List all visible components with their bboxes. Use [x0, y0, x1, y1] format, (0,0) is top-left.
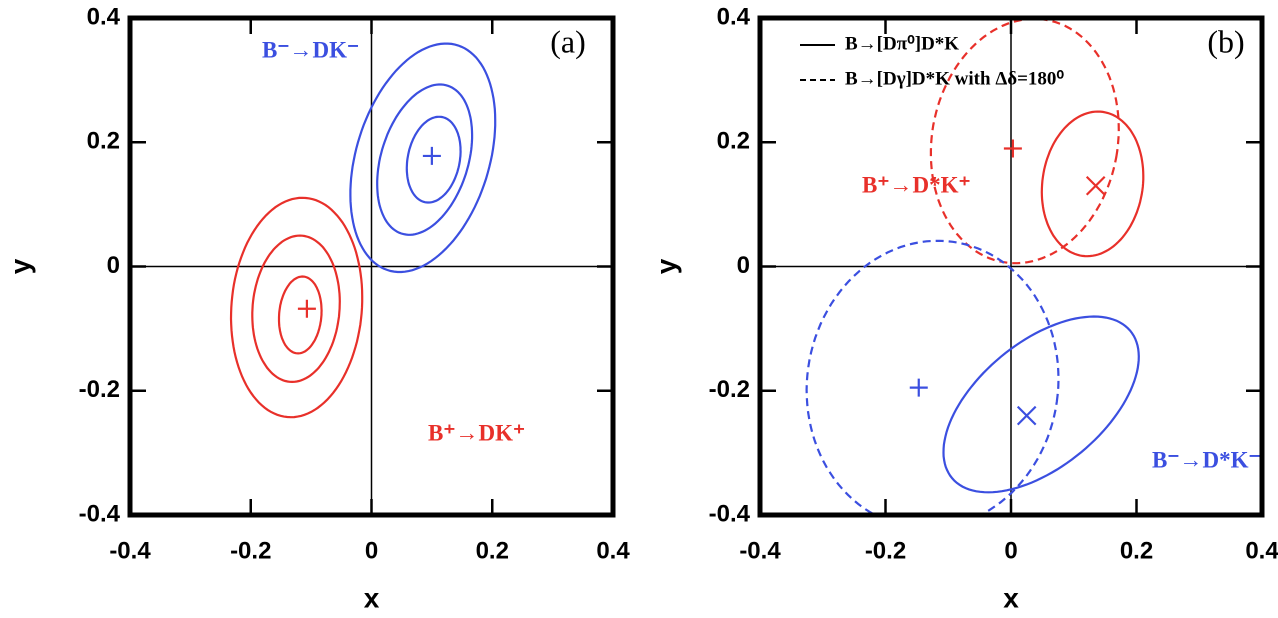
contour	[805, 239, 1060, 515]
center-marker	[297, 299, 316, 318]
x-tick-label: -0.4	[739, 537, 781, 564]
x-axis-label: x	[1003, 582, 1019, 613]
x-tick-label: 0	[1004, 537, 1017, 564]
contour	[251, 234, 341, 384]
x-tick-label: 0	[365, 537, 378, 564]
contour	[277, 275, 323, 355]
frame	[757, 15, 1265, 518]
x-tick-label: 0.2	[476, 537, 509, 564]
x-tick-label: 0.4	[596, 537, 630, 564]
contour	[942, 315, 1140, 494]
contour	[349, 42, 497, 274]
y-tick-label: 0.4	[717, 3, 751, 30]
center-marker	[1016, 405, 1037, 426]
y-tick-label: 0.2	[87, 128, 120, 155]
center-marker	[1085, 175, 1106, 196]
x-axis-label: x	[364, 582, 380, 613]
y-tick-label: -0.2	[79, 376, 120, 403]
frame	[127, 15, 616, 518]
panel-label: (a)	[550, 23, 586, 59]
annotation: B⁻→D*K⁻	[1152, 447, 1261, 472]
y-tick-label: 0.2	[717, 128, 750, 155]
annotation: B⁺→D*K⁺	[862, 172, 971, 197]
y-axis-label: y	[650, 258, 681, 274]
contour	[929, 18, 1120, 265]
center-marker	[422, 146, 441, 165]
y-tick-label: -0.4	[79, 500, 121, 527]
annotation: B⁻→DK⁻	[262, 37, 359, 62]
x-tick-label: -0.2	[230, 537, 271, 564]
contour	[229, 196, 364, 419]
contour	[1040, 110, 1145, 258]
y-tick-label: 0.4	[87, 3, 121, 30]
center-marker	[1003, 139, 1022, 158]
panel-label: (b)	[1207, 23, 1244, 59]
y-axis-label: y	[4, 258, 35, 274]
y-tick-label: -0.2	[709, 376, 750, 403]
annotation: B⁺→DK⁺	[428, 420, 525, 445]
plot-area	[760, 18, 1262, 515]
y-tick-label: -0.4	[709, 500, 751, 527]
center-marker	[909, 378, 928, 397]
contour	[405, 115, 462, 204]
contour	[376, 83, 474, 236]
legend-label: B→[Dγ]D*K with Δδ=180⁰	[845, 68, 1064, 89]
x-tick-label: -0.4	[109, 537, 151, 564]
y-tick-label: 0	[737, 252, 750, 279]
legend-label: B→[Dπ⁰]D*K	[845, 33, 959, 54]
y-tick-label: 0	[107, 252, 120, 279]
x-tick-label: 0.4	[1245, 537, 1278, 564]
plot-area	[130, 18, 613, 515]
x-tick-label: 0.2	[1120, 537, 1153, 564]
x-tick-label: -0.2	[865, 537, 906, 564]
